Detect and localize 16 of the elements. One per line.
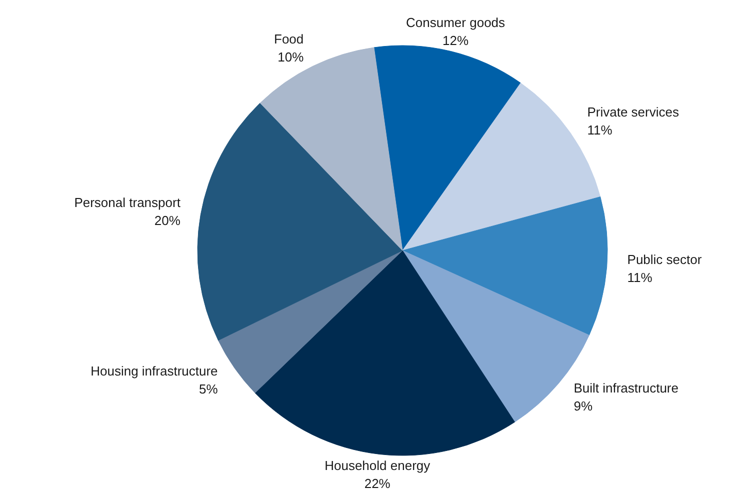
slice-label: Food [274,31,304,46]
slice-label: Personal transport [74,194,181,210]
slice-label: Household energy [324,458,431,474]
slice-label: Consumer goods [406,14,506,30]
data-label: 12% [442,32,469,48]
data-label: 5% [198,381,218,396]
data-label: 10% [278,49,304,64]
slice-label: Public sector [627,252,702,268]
data-label: 22% [364,476,391,492]
data-label: 11% [627,270,653,286]
data-label: 20% [154,212,181,228]
data-label: 9% [574,398,593,414]
slice-label: Private services [587,104,680,120]
slice-label: Housing infrastructure [90,363,218,378]
data-label: 11% [587,122,613,138]
slice-label: Built infrastructure [574,380,678,396]
